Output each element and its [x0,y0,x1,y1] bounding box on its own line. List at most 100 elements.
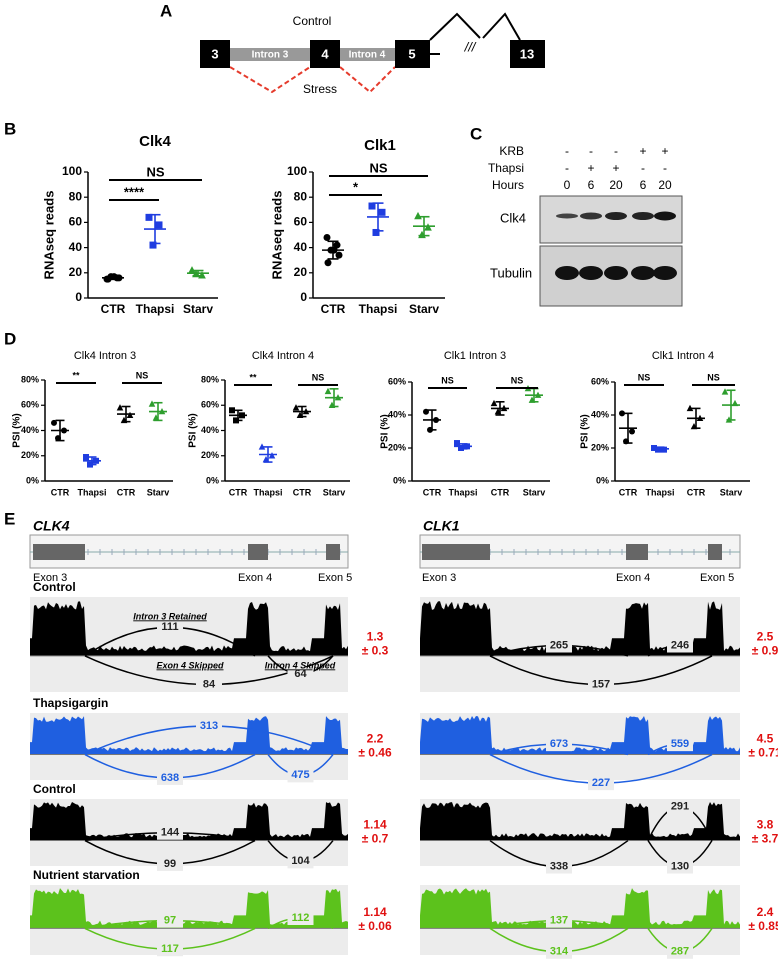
chart-title: Clk1 Intron 3 [444,350,506,362]
track-label: Control [33,782,76,796]
track-label: Control [33,580,76,594]
x-tick-label: CTR [687,487,706,497]
y-axis-label: PSI (%) [380,414,391,448]
x-tick-label: CTR [321,302,346,316]
gene-name: CLK1 [423,518,460,534]
junction-bg [667,799,693,814]
junction-bg [157,856,183,871]
x-tick-label: Thapsi [136,302,175,316]
junction-bg [546,944,572,959]
panel-label: E [4,509,15,528]
blot-label: Clk4 [500,210,526,225]
significance-label: ** [72,370,80,380]
y-tick-label: 80% [201,374,219,384]
exon-label: Exon 4 [616,572,650,584]
x-tick-label: Thapsi [448,487,477,497]
y-axis-label: PSI (%) [12,413,23,447]
psi-ratio: ± 3.7 [752,832,778,846]
y-tick-label: 60% [21,400,39,410]
point [188,266,196,274]
band [556,213,578,219]
y-axis-label: PSI (%) [188,413,199,447]
junction-count: 117 [161,943,179,955]
exon-box [422,544,490,560]
x-tick-label: CTR [51,487,70,497]
point [490,399,498,407]
blot-label: Tubulin [490,265,532,280]
point [145,213,153,221]
x-tick-label: Starv [409,302,439,316]
y-axis-label: RNAseq reads [269,191,284,280]
x-tick-label: CTR [619,487,638,497]
junction-count: 97 [164,915,176,927]
x-tick-label: CTR [491,487,510,497]
point [333,241,341,249]
condition-value: 6 [588,178,595,192]
junction-count: 287 [671,946,689,958]
y-tick-label: 20% [21,450,39,460]
junction-count: 291 [671,801,689,813]
y-tick-label: 60% [591,376,609,386]
point [323,234,331,242]
y-tick-label: 20% [388,442,406,452]
junction-count: 338 [550,860,568,872]
point [629,428,635,435]
junction-bg [196,677,222,692]
junction-bg [546,859,572,874]
junction-bg [667,737,693,752]
condition-value: - [565,161,569,175]
x-tick-label: CTR [423,487,442,497]
splice-line [429,12,481,41]
x-tick-label: Starv [323,487,346,497]
condition-value: - [589,144,593,158]
psi-ratio: 1.14 [363,905,387,919]
junction-bg [667,859,693,874]
point [258,443,266,450]
exon-label: Exon 5 [700,572,734,584]
junction-bg [667,944,693,959]
band [579,266,603,280]
psi-ratio: ± 0.71 [748,746,778,760]
junction-annotation: Exon 4 Skipped [156,660,224,670]
y-tick-label: 20% [201,450,219,460]
junction-count: 227 [592,777,610,789]
y-tick-label: 20% [591,442,609,452]
y-tick-label: 0% [26,475,39,485]
x-tick-label: CTR [293,487,312,497]
band [580,212,602,220]
junction-bg [667,638,693,653]
junction-bg [287,911,314,925]
coverage [30,888,348,929]
x-tick-label: Starv [147,487,170,497]
exon-label: 4 [321,46,329,61]
break-mark: /// [464,39,477,54]
exon-label: 5 [408,46,415,61]
condition-value: - [641,161,645,175]
junction-bg [157,825,183,840]
y-tick-label: 40 [69,240,83,254]
psi-ratio: 2.5 [757,630,774,644]
condition-value: + [639,144,646,158]
point [414,211,422,220]
gene-diagram: 3 4 5 13 Intron 3 Intron 4 /// Control S… [200,12,545,96]
point [292,404,300,411]
exon-label: 13 [520,46,534,61]
y-tick-label: 60 [294,215,308,229]
condition-value: 20 [658,178,672,192]
panel-label: B [4,119,16,138]
exon-label: Exon 5 [318,572,352,584]
junction-count: 99 [164,858,176,870]
psi-ratio: ± 0.3 [362,644,389,658]
significance-label: NS [136,370,149,380]
gene-name: CLK4 [33,518,70,534]
junction-count: 246 [671,639,689,651]
junction-bg [157,913,183,928]
significance-label: NS [707,372,720,382]
point [126,411,134,419]
significance-label: ** [249,372,257,382]
junction-count: 144 [161,827,180,839]
exon-box [326,544,340,560]
psi-ratio: 4.5 [757,732,774,746]
stress-junction [229,66,311,94]
chart-title: Clk1 Intron 4 [652,350,714,362]
